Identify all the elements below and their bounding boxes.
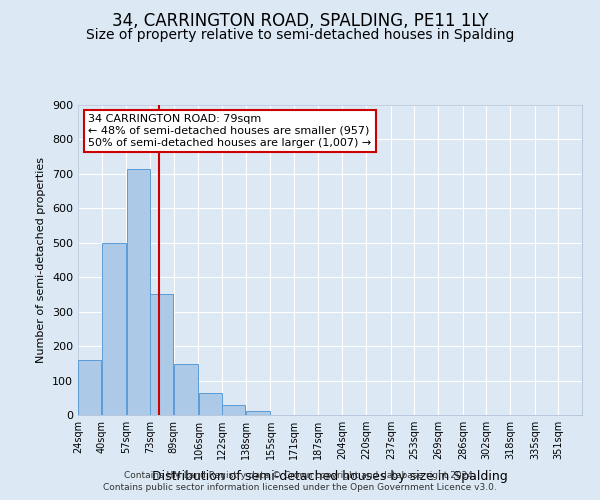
Text: Size of property relative to semi-detached houses in Spalding: Size of property relative to semi-detach… <box>86 28 514 42</box>
Bar <box>127 168 150 415</box>
Y-axis label: Number of semi-detached properties: Number of semi-detached properties <box>37 157 46 363</box>
X-axis label: Distribution of semi-detached houses by size in Spalding: Distribution of semi-detached houses by … <box>152 470 508 484</box>
Text: Contains HM Land Registry data © Crown copyright and database right 2024.: Contains HM Land Registry data © Crown c… <box>124 471 476 480</box>
Bar <box>150 294 173 415</box>
Bar <box>199 392 222 415</box>
Text: Contains public sector information licensed under the Open Government Licence v3: Contains public sector information licen… <box>103 484 497 492</box>
Bar <box>101 243 127 415</box>
Bar <box>245 410 271 415</box>
Bar <box>78 360 101 415</box>
Bar <box>173 364 199 415</box>
Text: 34, CARRINGTON ROAD, SPALDING, PE11 1LY: 34, CARRINGTON ROAD, SPALDING, PE11 1LY <box>112 12 488 30</box>
Bar <box>222 406 245 415</box>
Text: 34 CARRINGTON ROAD: 79sqm
← 48% of semi-detached houses are smaller (957)
50% of: 34 CARRINGTON ROAD: 79sqm ← 48% of semi-… <box>88 114 371 148</box>
